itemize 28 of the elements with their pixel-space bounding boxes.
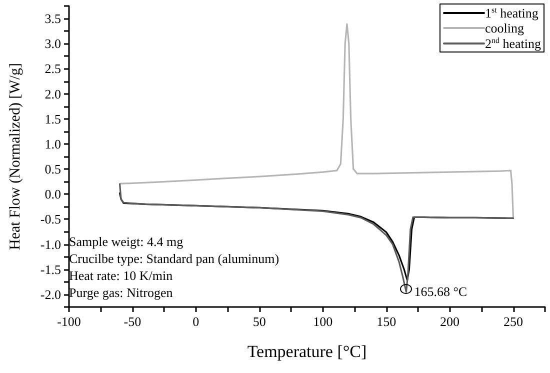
y-tick-label: -1.0 (40, 236, 61, 252)
x-tick-label: -50 (124, 314, 142, 329)
annotation: Heat rate: 10 K/min (69, 268, 174, 283)
y-tick-label: 0.0 (44, 186, 61, 202)
annotation: 165.68 °C (414, 284, 468, 300)
y-tick-label: 3.0 (44, 36, 61, 52)
y-tick-label: -0.5 (40, 212, 61, 227)
x-tick-label: 0 (192, 314, 200, 329)
x-tick-label: 250 (504, 314, 524, 329)
x-tick-label: 200 (440, 314, 460, 329)
y-tick-label: -1.5 (40, 262, 61, 277)
x-tick-label: 100 (313, 314, 333, 329)
y-tick-label: 1.5 (44, 111, 61, 126)
annotation: Purge gas: Nitrogen (69, 285, 174, 300)
y-tick-label: 0.5 (44, 162, 61, 177)
x-axis-title: Temperature [°C] (247, 342, 367, 361)
y-tick-label: 1.0 (44, 136, 61, 152)
annotation: Sample weigt: 4.4 mg (69, 234, 184, 249)
x-tick-label: 150 (376, 314, 396, 329)
annotation: Crucilbe type: Standard pan (aluminum) (69, 251, 280, 266)
y-tick-label: -2.0 (40, 286, 61, 302)
y-tick-label: 3.5 (44, 11, 61, 26)
y-tick-label: 2.5 (44, 61, 61, 76)
x-tick-label: 50 (252, 314, 266, 329)
x-tick-label: -100 (57, 314, 81, 329)
legend-label: cooling (484, 20, 524, 36)
y-axis-title: Heat Flow (Normalized) [W/g] (8, 62, 24, 250)
y-tick-label: 2.0 (44, 86, 61, 102)
